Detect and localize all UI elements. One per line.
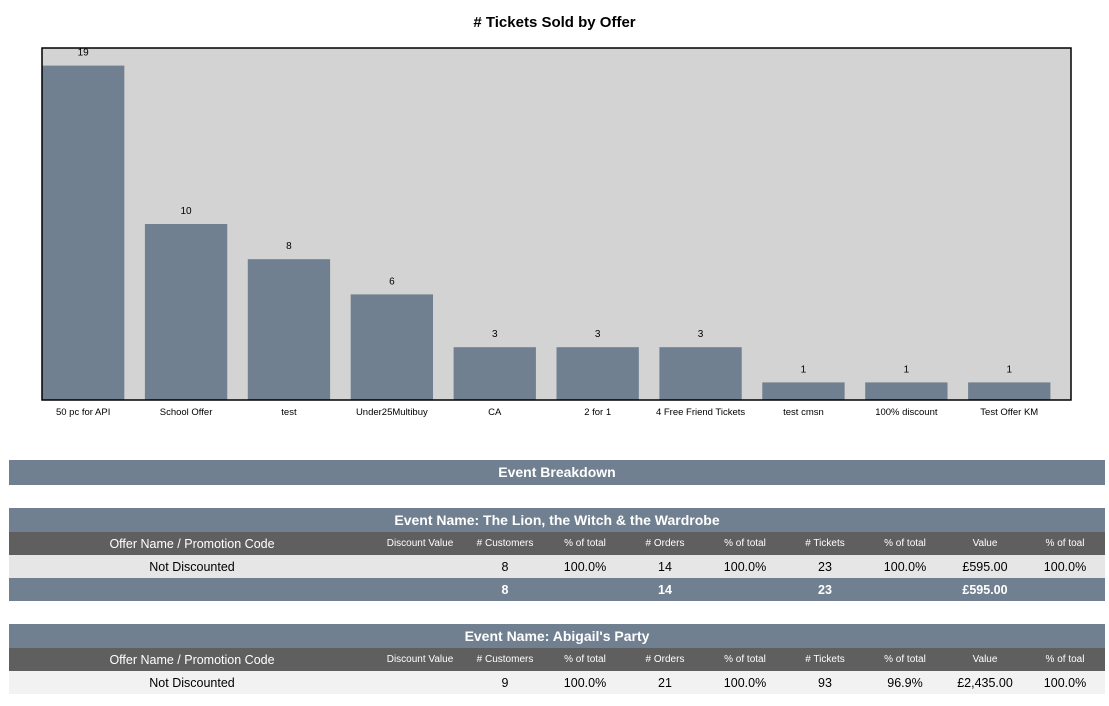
column-header-row: Offer Name / Promotion Code Discount Val…: [9, 532, 1105, 555]
header-offer-name: Offer Name / Promotion Code: [109, 652, 275, 667]
x-tick-label: 100% discount: [875, 407, 938, 418]
header-customers-pct: % of total: [564, 538, 606, 549]
data-label: 3: [595, 329, 601, 340]
bar: [42, 65, 125, 400]
data-label: 3: [492, 329, 498, 340]
header-orders-pct: % of total: [724, 654, 766, 665]
total-value-cell: £595.00: [962, 582, 1008, 597]
x-tick-label: test: [281, 407, 297, 418]
header-value: Value: [972, 538, 998, 549]
customers-pct-cell: 100.0%: [563, 559, 607, 574]
data-label: 19: [78, 48, 90, 59]
header-orders-pct: % of total: [724, 538, 766, 549]
customers-cell: 9: [501, 675, 509, 690]
value-pct-cell: 100.0%: [1043, 675, 1087, 690]
data-label: 3: [698, 329, 704, 340]
header-tickets-pct: % of total: [884, 538, 926, 549]
data-label: 10: [180, 206, 192, 217]
customers-pct-cell: 100.0%: [563, 675, 607, 690]
value-pct-cell: 100.0%: [1043, 559, 1087, 574]
data-label: 8: [286, 241, 292, 252]
bar: [350, 294, 434, 400]
header-value: Value: [972, 654, 998, 665]
x-tick-label: 50 pc for API: [56, 407, 110, 418]
header-tickets: # Tickets: [805, 654, 845, 665]
bar: [659, 347, 742, 400]
orders-cell: 14: [658, 559, 672, 574]
total-customers-pct-cell: [545, 578, 625, 601]
x-tick-label: 4 Free Friend Tickets: [656, 407, 745, 418]
offer-name-cell: Not Discounted: [149, 675, 235, 690]
header-offer-name: Offer Name / Promotion Code: [109, 536, 275, 551]
header-orders: # Orders: [645, 654, 685, 665]
event-name-2: Event Name: Abigail's Party: [9, 624, 1105, 648]
x-tick-label: School Offer: [160, 407, 213, 418]
bar: [968, 382, 1051, 400]
orders-pct-cell: 100.0%: [723, 559, 767, 574]
total-orders-pct-cell: [705, 578, 785, 601]
bar: [762, 382, 845, 400]
total-offer-name-cell: [9, 578, 375, 601]
orders-pct-cell: 100.0%: [723, 675, 767, 690]
header-customers: # Customers: [476, 654, 534, 665]
x-tick-label: Under25Multibuy: [356, 407, 428, 418]
x-tick-label: test cmsn: [783, 407, 824, 418]
tickets-pct-cell: 100.0%: [883, 559, 927, 574]
total-orders-cell: 14: [658, 582, 672, 597]
header-discount-value: Discount Value: [386, 654, 454, 665]
total-row: 8 14 23 £595.00: [9, 578, 1105, 601]
column-header-row: Offer Name / Promotion Code Discount Val…: [9, 648, 1105, 671]
header-tickets-pct: % of total: [884, 654, 926, 665]
total-tickets-cell: 23: [818, 582, 832, 597]
data-label: 1: [1006, 364, 1012, 375]
total-tickets-pct-cell: [865, 578, 945, 601]
tickets-pct-cell: 96.9%: [887, 675, 923, 690]
table-row: Not Discounted 8 100.0% 14 100.0% 23 100…: [9, 555, 1105, 578]
tickets-cell: 23: [818, 559, 832, 574]
header-discount-value: Discount Value: [386, 538, 454, 549]
total-value-pct-cell: [1025, 578, 1105, 601]
data-label: 1: [801, 364, 807, 375]
bar-chart: 19 50 pc for API 10 School Offer 8 test 6 Under…: [41, 47, 1072, 418]
discount-value-cell: [375, 671, 465, 694]
x-tick-label: Test Offer KM: [980, 407, 1038, 418]
offer-name-cell: Not Discounted: [149, 559, 235, 574]
customers-cell: 8: [501, 559, 509, 574]
bar: [247, 259, 331, 400]
header-value-pct: % of toal: [1045, 654, 1085, 665]
header-orders: # Orders: [645, 538, 685, 549]
orders-cell: 21: [658, 675, 672, 690]
header-value-pct: % of toal: [1045, 538, 1085, 549]
chart-title: # Tickets Sold by Offer: [473, 14, 636, 31]
discount-value-cell: [375, 555, 465, 578]
event-breakdown-title: Event Breakdown: [9, 460, 1105, 485]
header-tickets: # Tickets: [805, 538, 845, 549]
header-customers-pct: % of total: [564, 654, 606, 665]
header-customers: # Customers: [476, 538, 534, 549]
total-customers-cell: 8: [501, 582, 509, 597]
bar: [556, 347, 639, 400]
x-tick-label: 2 for 1: [584, 407, 611, 418]
plot-border: [41, 47, 1072, 401]
value-cell: £595.00: [962, 559, 1008, 574]
event-name-1: Event Name: The Lion, the Witch & the Wa…: [9, 508, 1105, 532]
bar: [144, 224, 228, 400]
value-cell: £2,435.00: [957, 675, 1013, 690]
x-tick-label: CA: [488, 407, 502, 418]
data-label: 1: [904, 364, 910, 375]
tickets-cell: 93: [818, 675, 832, 690]
bar: [865, 382, 948, 400]
table-row: Not Discounted 9 100.0% 21 100.0% 93 96.…: [9, 671, 1105, 694]
bar: [453, 347, 536, 400]
data-label: 6: [389, 276, 395, 287]
total-discount-value-cell: [375, 578, 465, 601]
